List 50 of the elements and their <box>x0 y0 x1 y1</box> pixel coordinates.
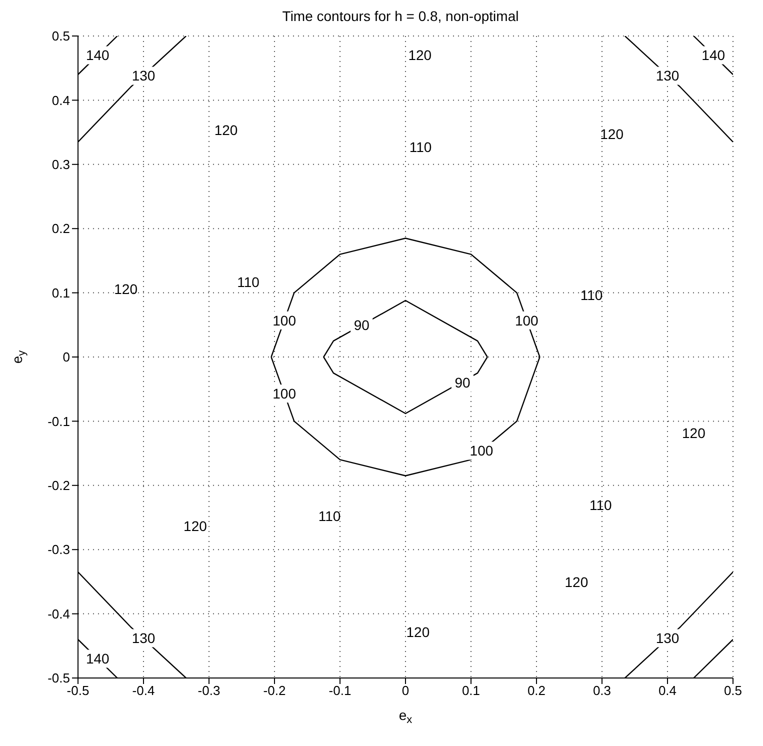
y-tick-label: -0.4 <box>48 606 70 622</box>
annotation: 140 <box>86 47 110 64</box>
annotation: 100 <box>272 385 296 402</box>
annotation: 120 <box>114 280 138 297</box>
x-tick-label: -0.4 <box>132 683 155 698</box>
y-tick-label: 0.3 <box>52 157 70 172</box>
x-tick-label: -0.1 <box>328 683 352 698</box>
y-tick-label: -0.1 <box>48 414 70 429</box>
annotation: 140 <box>702 47 726 64</box>
annotation: 120 <box>214 122 238 138</box>
x-tick-label: 0.5 <box>724 683 742 698</box>
annotation: 120 <box>600 126 624 142</box>
x-tick-label: -0.5 <box>66 683 90 698</box>
y-tick-label: 0 <box>62 350 70 365</box>
annotation: 140 <box>86 650 110 667</box>
x-tick-label: 0.4 <box>658 683 677 698</box>
annotation: 120 <box>184 518 207 534</box>
x-tick-label: 0.3 <box>592 683 612 698</box>
annotation: 110 <box>318 508 341 524</box>
x-axis-title: e$_{x}$ <box>398 707 413 726</box>
annotation: 90 <box>454 374 470 391</box>
annotation: 120 <box>408 46 432 63</box>
y-tick-label: 0.2 <box>52 221 70 236</box>
y-tick-label: 0.4 <box>52 92 70 108</box>
y-tick-label: 0.1 <box>52 285 70 300</box>
annotation: 110 <box>237 274 260 290</box>
annotation: 130 <box>656 630 680 646</box>
annotation: 100 <box>272 312 296 328</box>
annotation: 110 <box>409 139 432 156</box>
x-tick-label: 0.1 <box>462 683 480 698</box>
annotation: 120 <box>406 624 430 640</box>
annotation: 100 <box>470 442 494 459</box>
x-tick-label: 0 <box>402 683 410 698</box>
x-tick-label: -0.2 <box>263 683 286 698</box>
annotation: 90 <box>354 316 370 333</box>
x-tick-label: -0.3 <box>198 683 220 698</box>
x-tick-label: 0.2 <box>527 683 546 698</box>
annotation: 130 <box>132 630 156 646</box>
annotation: 130 <box>656 68 680 84</box>
annotation: 130 <box>132 68 156 84</box>
annotation: 110 <box>580 286 603 303</box>
y-tick-label: -0.2 <box>48 478 70 494</box>
y-tick-label: -0.5 <box>48 670 70 686</box>
annotation: 120 <box>564 574 588 590</box>
y-tick-label: -0.3 <box>48 542 70 558</box>
annotation: 100 <box>514 312 539 328</box>
chart-title: Time contours for h = 0.8, non-optimal <box>281 8 520 26</box>
annotation: 110 <box>590 496 612 513</box>
y-tick-label: 0.5 <box>52 28 70 44</box>
annotation: 120 <box>682 424 706 441</box>
